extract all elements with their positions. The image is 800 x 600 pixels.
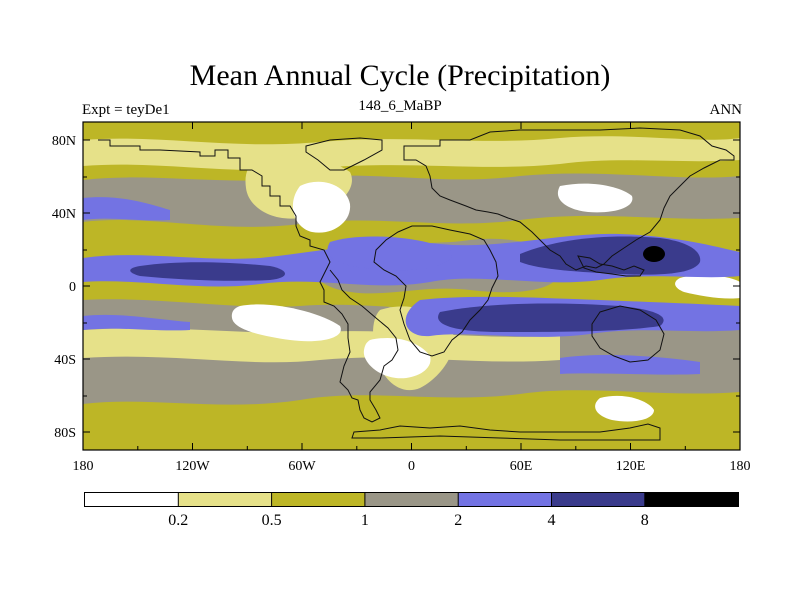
experiment-label: Expt = teyDe1 [82, 102, 170, 118]
field-white-south [363, 337, 431, 379]
field-white-se [595, 395, 654, 422]
colorbar-label: 0.5 [262, 512, 282, 529]
field-white-sa [231, 304, 341, 342]
lon-tick-label: 60W [288, 459, 316, 474]
lat-tick-label: 40S [54, 353, 76, 368]
colorbar-label: 0.2 [168, 512, 188, 529]
field-dark-south-pacific [438, 303, 664, 332]
field-white-nw [292, 181, 351, 233]
field-blue-south [560, 355, 700, 375]
coastline-antarctica [351, 423, 661, 441]
precipitation-field [83, 122, 740, 450]
field-white-n [557, 183, 633, 213]
lon-axis [82, 122, 741, 450]
lat-axis [83, 139, 740, 433]
colorbar-label: 4 [548, 512, 556, 529]
coastline-greenland [305, 137, 383, 171]
lat-tick-label: 80S [54, 426, 76, 441]
coastline-africa [373, 225, 499, 357]
lon-tick-label: 60E [510, 459, 533, 474]
field-white-ep [675, 275, 740, 299]
colorbar-label: 2 [454, 512, 462, 529]
colorbar-box-1 [178, 493, 272, 506]
colorbar-box-2 [271, 493, 365, 506]
coastlines [98, 127, 735, 441]
coastline-maritime-continent [577, 255, 645, 277]
field-dark-east-pacific [130, 262, 285, 281]
colorbar-box-3 [364, 493, 459, 506]
colorbar-box-5 [551, 493, 645, 506]
coastline-eurasia [403, 127, 735, 271]
field-storm-track-n [83, 197, 170, 221]
field-pale-north [83, 136, 740, 171]
lon-tick-label: 180 [730, 459, 751, 474]
colorbar-box-0 [85, 493, 179, 506]
field-max-patch [643, 246, 665, 262]
coastline-australia [591, 305, 665, 363]
figure-title: Mean Annual Cycle (Precipitation) [189, 59, 611, 92]
lon-tick-label: 120E [616, 459, 646, 474]
lat-tick-label: 80N [52, 134, 76, 149]
colorbar-box-6 [644, 493, 739, 506]
colorbar-box-4 [458, 493, 552, 506]
field-blue-sa [327, 236, 452, 271]
figure-subtitle: 148_6_MaBP [358, 98, 442, 114]
coastline-americas [98, 139, 399, 423]
lat-tick-label: 40N [52, 207, 76, 222]
colorbar: 0.2 0.5 1 2 4 8 [84, 492, 739, 529]
season-label: ANN [709, 102, 743, 118]
lon-tick-label: 0 [408, 459, 415, 474]
lon-tick-label: 120W [175, 459, 210, 474]
lon-tick-label: 180 [73, 459, 94, 474]
field-storm-track-s [83, 314, 190, 331]
lat-tick-label: 0 [69, 280, 76, 295]
colorbar-label: 1 [361, 512, 369, 529]
colorbar-label: 8 [641, 512, 649, 529]
